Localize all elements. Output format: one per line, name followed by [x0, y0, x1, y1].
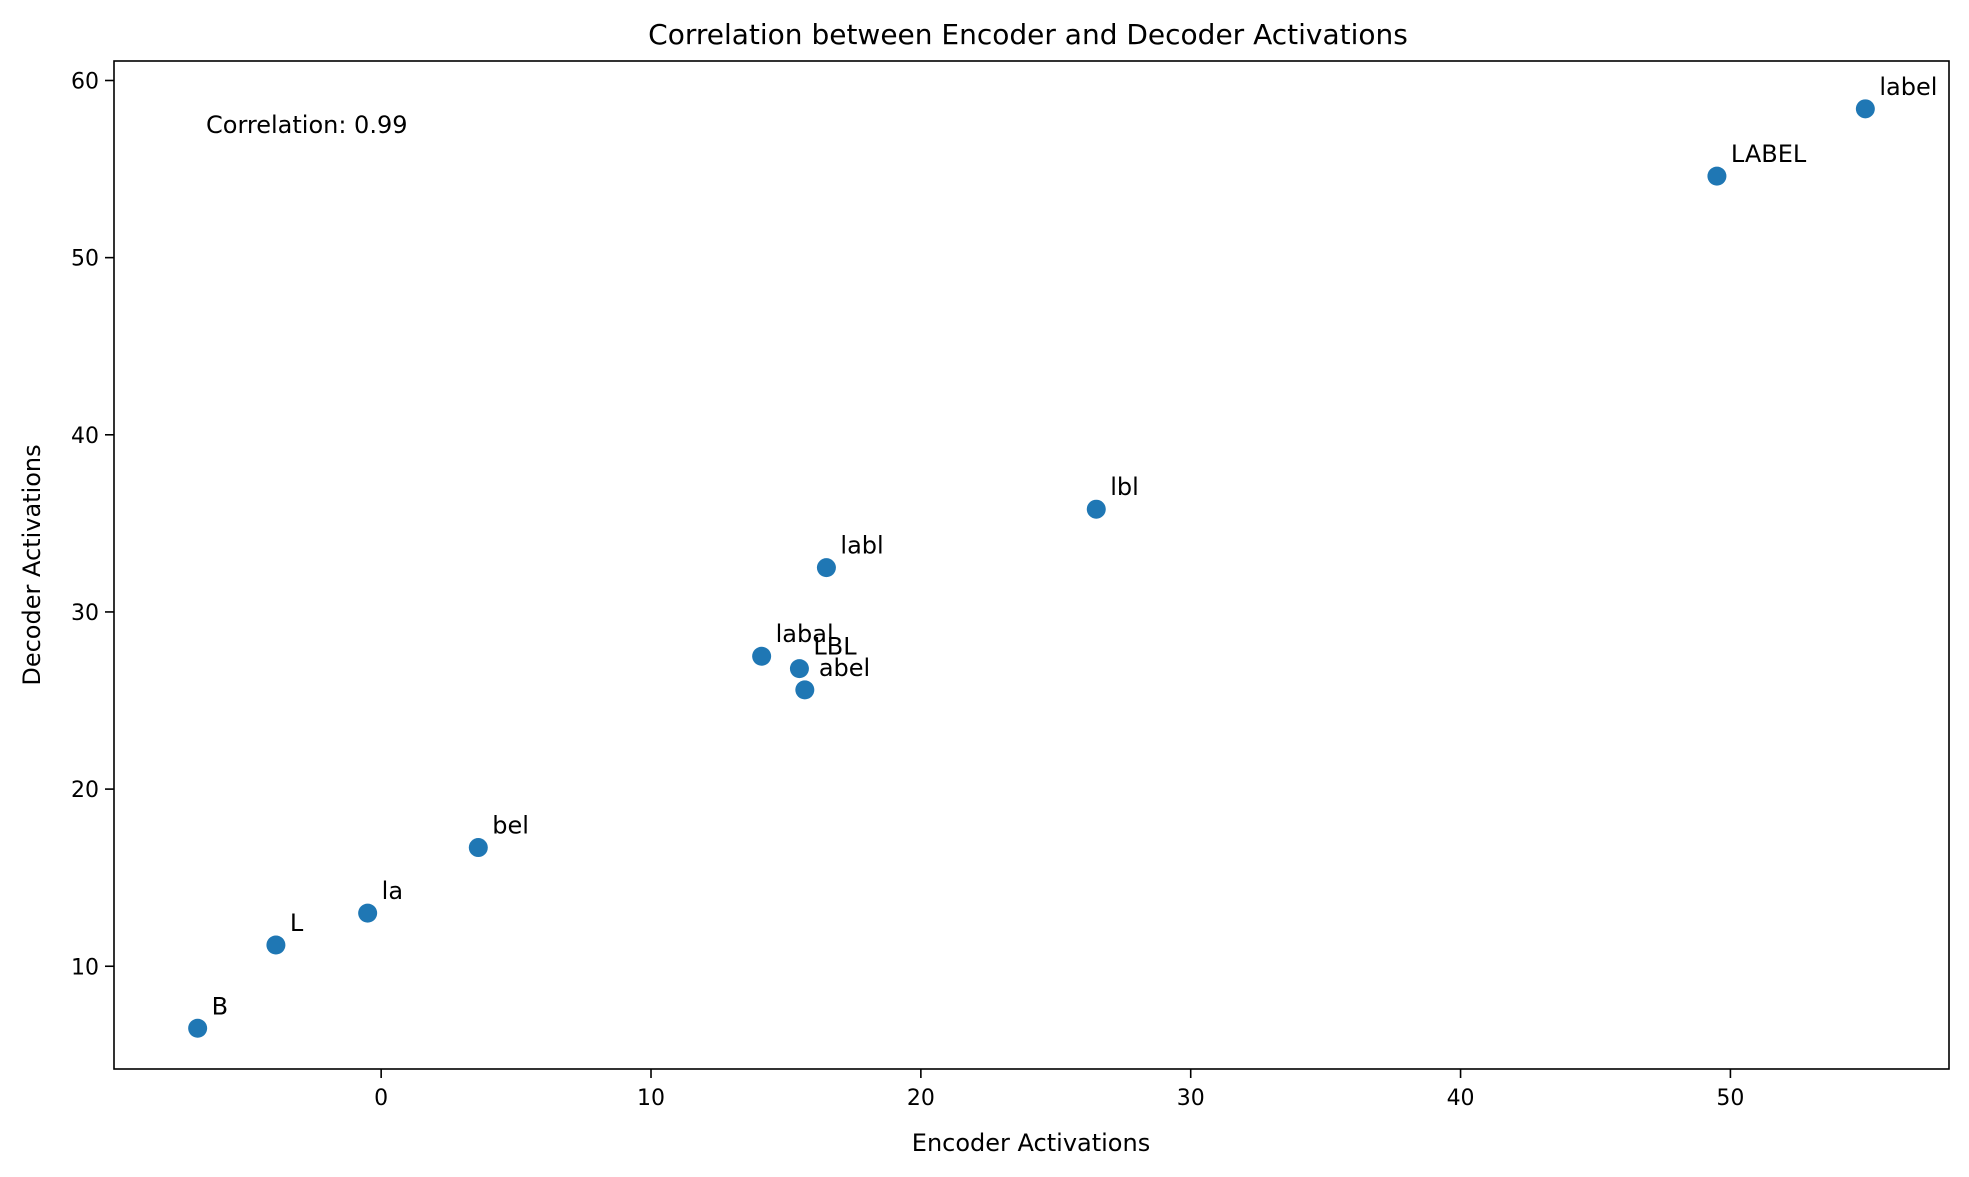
point-label: labal	[776, 620, 834, 648]
chart-title: Correlation between Encoder and Decoder …	[648, 18, 1408, 51]
data-point	[1707, 166, 1727, 186]
point-label: LABEL	[1731, 140, 1807, 168]
data-point	[1855, 99, 1875, 119]
x-tick-label: 10	[637, 1086, 665, 1111]
point-label: L	[290, 909, 304, 937]
point-label: label	[1879, 73, 1937, 101]
data-point	[468, 838, 488, 858]
data-point	[795, 680, 815, 700]
y-axis-ticks: 10 20 30 40 50 60	[71, 69, 114, 980]
y-tick-label: 50	[71, 247, 99, 272]
data-point	[266, 935, 286, 955]
data-point	[358, 903, 378, 923]
x-tick-label: 40	[1447, 1086, 1475, 1111]
plot-area-frame	[113, 60, 1950, 1070]
y-tick-label: 20	[71, 778, 99, 803]
data-point	[188, 1018, 208, 1038]
point-label: abel	[819, 654, 870, 682]
x-tick-label: 20	[907, 1086, 935, 1111]
y-tick-label: 30	[71, 601, 99, 626]
x-tick-label: 30	[1177, 1086, 1205, 1111]
y-tick-label: 40	[71, 424, 99, 449]
x-axis-label: Encoder Activations	[912, 1129, 1150, 1157]
data-point	[789, 659, 809, 679]
data-point	[1086, 499, 1106, 519]
point-label: labl	[840, 532, 883, 560]
point-label: la	[382, 877, 403, 905]
correlation-annotation: Correlation: 0.99	[206, 111, 408, 139]
data-points	[188, 99, 1875, 1038]
x-tick-label: 0	[374, 1086, 388, 1111]
point-label: lbl	[1110, 473, 1139, 501]
point-label: bel	[492, 812, 529, 840]
x-axis-ticks: 0 10 20 30 40 50	[374, 1069, 1744, 1111]
data-point	[816, 558, 836, 578]
point-label: B	[212, 992, 228, 1020]
point-label: LBL	[813, 633, 857, 661]
y-tick-label: 10	[71, 955, 99, 980]
x-tick-label: 50	[1716, 1086, 1744, 1111]
data-point	[752, 646, 772, 666]
y-tick-label: 60	[71, 69, 99, 94]
y-axis-label: Decoder Activations	[18, 444, 46, 685]
